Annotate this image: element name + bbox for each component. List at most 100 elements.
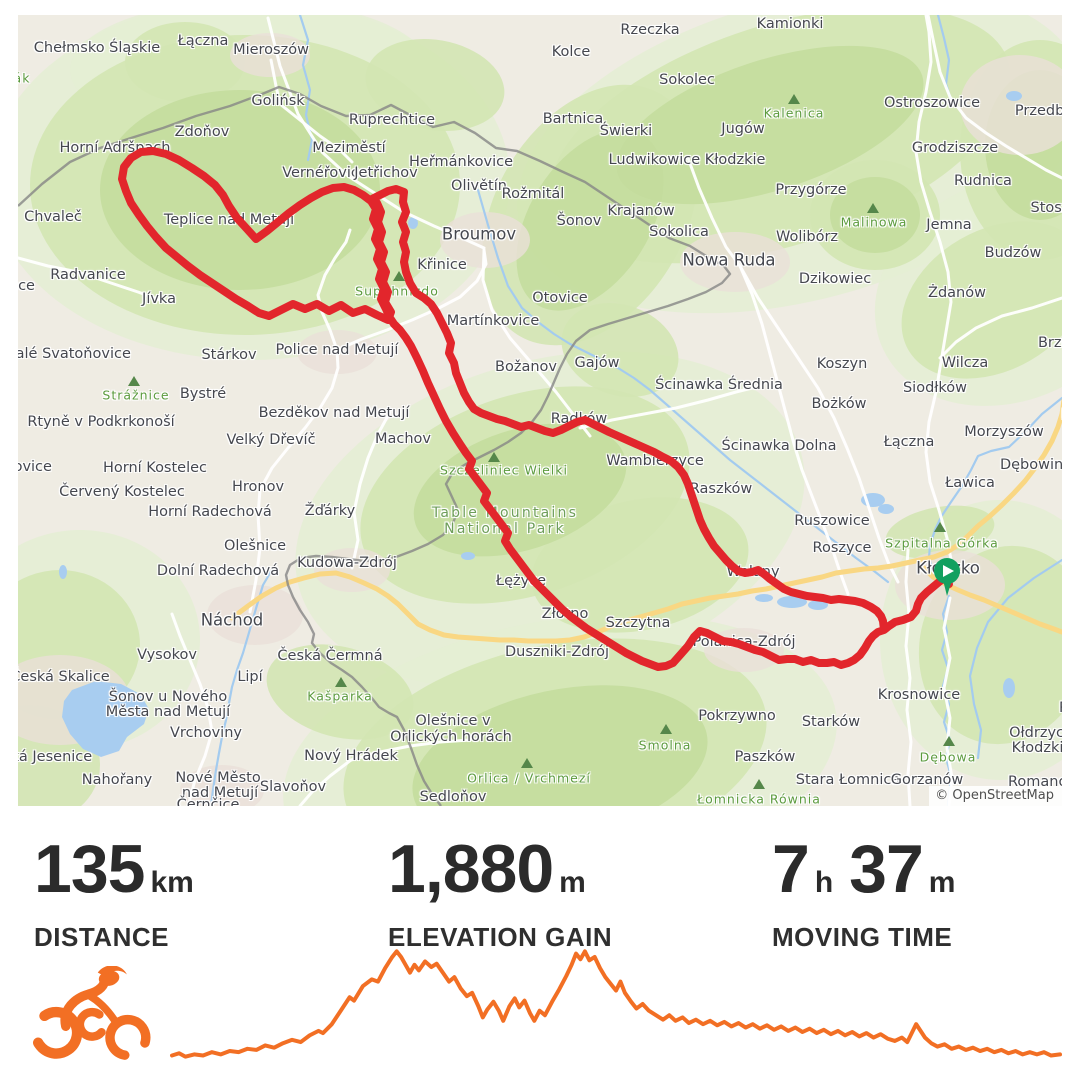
map-label: Šonov [556,213,602,229]
map-label: Chvaleč [24,209,82,225]
stat-distance: 135 km DISTANCE [34,830,194,953]
map-label: Olešnice v [415,713,491,729]
map-label: Siodłków [902,380,968,396]
map-label: Kudowa-Zdrój [297,555,397,571]
map-label: Ostroszowice [884,95,980,111]
map-base-layer [18,15,1062,806]
map-label: Łączna [177,33,229,49]
map-label: Rožmitál [501,186,565,202]
map-label: Dzikowiec [798,271,872,287]
map-label: Města nad Metují [105,704,231,720]
map-label: Jugów [721,121,765,137]
map-label: Ścinawka Dolna [721,438,837,454]
map-label: Orlica / Vrchmezí [467,770,591,786]
map-label: Starków [801,714,861,730]
map-label: Strážnice [102,387,170,403]
map-label: Nové Město [175,770,261,786]
minutes-value: 37 [849,831,924,907]
map-label: Lipí [237,669,263,685]
elevation-label: ELEVATION GAIN [388,922,613,952]
map-label: Stárkov [201,347,257,363]
stat-elevation-gain: 1,880 m ELEVATION GAIN [388,830,612,953]
map-label: Hronov [231,479,285,495]
map-label: Police nad Metují [275,342,399,358]
play-icon [943,565,954,577]
map-label: Malinowa [840,214,908,230]
peak-icon [335,677,347,687]
map-label: Przedbor [1014,103,1062,119]
peak-icon [488,452,500,462]
peak-icon [660,724,672,734]
map-label: Slavoňov [259,779,327,795]
start-marker-stem [943,580,952,596]
map-label: Wilcza [941,355,989,371]
map-label: Jívka [142,291,176,307]
map-label: Stara Łomnica [795,772,901,788]
map-label: Olešnice [223,538,287,554]
peak-icon [393,271,405,281]
map-label: Martínkovice [446,313,540,329]
map-label: Kalenica [763,105,825,121]
map-label: Vernéřovice [282,165,368,181]
map-label: Krajanów [607,203,675,219]
map-label: nad Metují [181,785,259,801]
map-label: Machov [374,431,432,447]
map-label: Meziměstí [312,140,386,156]
map-label: Nový Hrádek [304,748,398,764]
map-labels-layer: Chełmsko Śląskie Łączna Mieroszów Golińsk Zd… [18,15,1062,806]
cyclist-head [97,966,127,986]
peak-icon [128,376,140,386]
map-label: Rzeczka [620,22,680,38]
map-label: R [1059,700,1062,716]
map-label: Gajów [574,355,620,371]
map-label: Bezděkov nad Metují [258,405,410,421]
map-label: Morzyszów [964,424,1044,440]
stat-moving-time: 7 h 37 m MOVING TIME [772,830,955,953]
map-label: Golińsk [251,93,305,109]
map-label: Smolna [638,737,692,753]
map-label: Otovice [532,290,588,306]
map-label: Dębowina [999,457,1062,473]
map-label: Ławica [945,475,995,491]
map-label: Ruprechtice [348,112,436,128]
map-label: Grodziszcze [911,140,999,156]
map-label: Bożków [811,396,867,412]
map-label: Szpitalna Górka [885,535,999,551]
map-label: Nahořany [81,772,153,788]
peak-icon [788,94,800,104]
map-label: Wolibórz [775,229,839,245]
map-label: B [1061,407,1062,423]
map-label: Rudnica [954,173,1012,189]
map-label: Pokrzywno [698,708,776,724]
hours-unit: h [814,866,834,899]
distance-value: 135 [34,831,145,907]
route-line [118,147,953,671]
map-label: Duszniki-Zdrój [504,644,610,660]
hours-value: 7 [772,831,810,907]
map-label: Šonov u Nového [108,689,228,705]
map-label: Jetřichov [354,165,418,181]
map-label: Budzów [984,245,1042,261]
map-label: Horní Kostelec [102,460,208,476]
map-label: Křinice [417,257,467,273]
map-label: Česká Skalice [18,669,110,685]
map-label: elká Jesenice [18,749,93,765]
map-label: Heřmánkovice [409,154,513,170]
map-label: Table Mountains [431,505,579,521]
elevation-unit: m [559,866,586,899]
map-label: Červený Kostelec [59,484,185,500]
map-label: Dolní Radechová [156,563,280,579]
map-label: Dębowa [919,749,977,765]
map-label: lavlovice [18,459,52,475]
map-label: Ścinawka Średnia [655,377,783,393]
distance-label: DISTANCE [34,922,169,952]
peak-icon [753,779,765,789]
map-label: Gorzanów [890,772,964,788]
map-label: Roszyce [812,540,872,556]
osm-attribution: © OpenStreetMap [929,786,1062,806]
map-label: Ludwikowice Kłodzkie [608,152,766,168]
map-label: Radvanice [50,267,126,283]
map-label: Orlických horách [390,729,512,745]
map-label: Náchod [200,610,264,630]
map-label: Ruszowice [794,513,870,529]
